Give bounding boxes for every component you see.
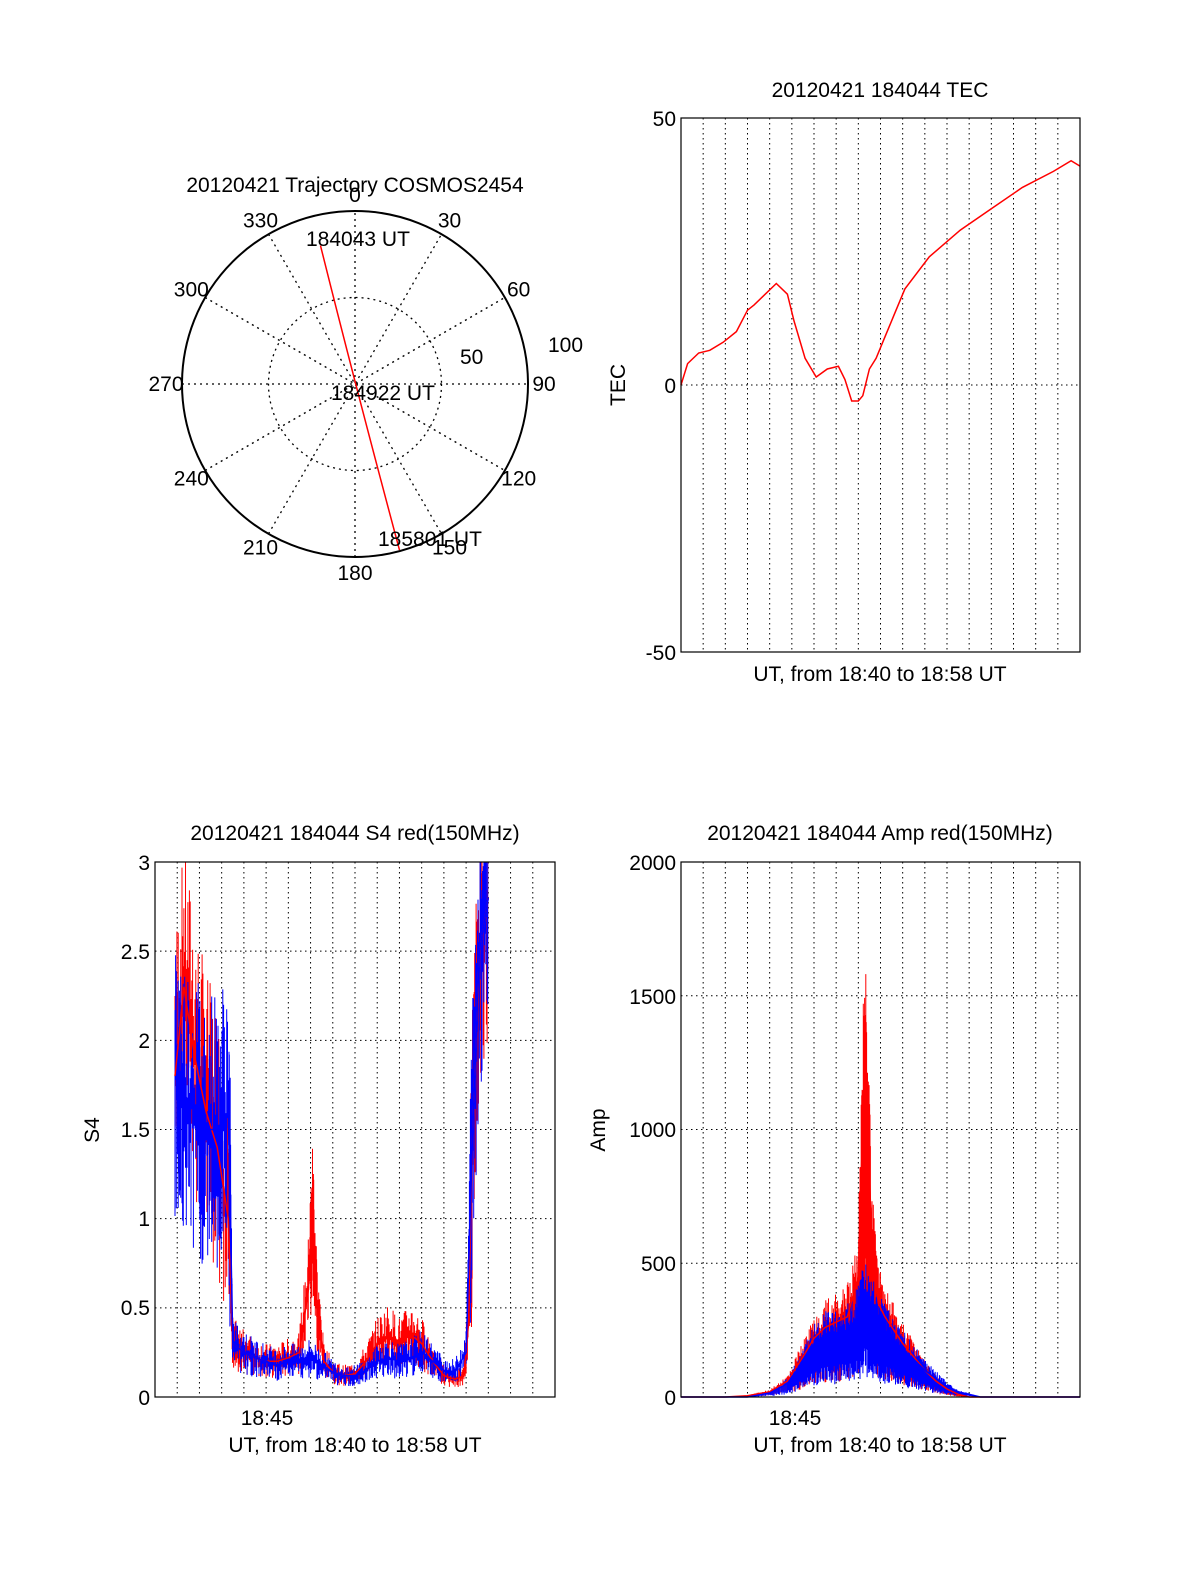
polar-angle-label: 270 [148,373,183,396]
tec-title: 20120421 184044 TEC [772,79,989,102]
polar-angle-label: 150 [432,537,467,560]
polar-grid [182,211,528,557]
s4-series-blue [174,897,490,1377]
tec-ylabel: TEC [607,364,630,406]
s4-xlabel: UT, from 18:40 to 18:58 UT [228,1434,481,1457]
tec-grid [681,118,1080,652]
tec-plot-frame [680,117,1081,653]
s4-plot-frame [154,861,556,1398]
polar-grid-spoke [204,296,506,472]
polar-angle-label: 210 [243,537,278,560]
s4-ylabel: S4 [81,1117,104,1143]
polar-angle-label: 120 [501,468,536,491]
tec-chart: 20120421 184044 TEC 50 0 -50 TEC UT, fro… [607,79,1081,686]
tec-ytick-minus50: -50 [646,642,676,665]
polar-grid-spoke [204,296,506,472]
s4-ytick-0: 0 [138,1387,150,1410]
tec-series-red [680,159,1081,402]
polar-trajectory-line [319,245,401,551]
s4-xtick-1845: 18:45 [241,1407,294,1430]
s4-ytick-3: 3 [138,852,150,875]
polar-angle-label: 30 [438,209,461,232]
amp-series-blue [681,1293,1080,1398]
tec-ytick-0: 0 [664,375,676,398]
s4-chart: 20120421 184044 S4 red(150MHz) 3 2.5 2 1… [81,822,556,1457]
polar-angle-label: 60 [507,279,530,302]
s4-ytick-2: 2 [138,1030,150,1053]
amp-ytick-500: 500 [641,1253,676,1276]
polar-angle-label: 330 [243,209,278,232]
amp-xtick-1845: 18:45 [769,1407,822,1430]
s4-series-red [174,897,490,1380]
polar-time-label-start: 184043 UT [306,228,410,251]
s4-ytick-2.5: 2.5 [121,941,150,964]
polar-grid-spoke [267,233,443,535]
amp-ytick-1000: 1000 [629,1119,676,1142]
polar-grid-spoke [267,233,443,535]
polar-title: 20120421 Trajectory COSMOS2454 [186,174,524,197]
polar-angle-label: 180 [337,562,372,585]
polar-time-label-mid: 184922 UT [331,382,435,405]
amp-noise [726,974,981,1397]
amp-ytick-2000: 2000 [629,852,676,875]
s4-ytick-1.5: 1.5 [121,1119,150,1142]
s4-title: 20120421 184044 S4 red(150MHz) [190,822,519,845]
s4-ytick-0.5: 0.5 [121,1297,150,1320]
amp-ylabel: Amp [587,1108,610,1151]
polar-angle-label: 0 [349,184,361,207]
amp-ytick-1500: 1500 [629,986,676,1009]
polar-radius-label-100: 100 [548,334,583,357]
polar-angle-label: 240 [174,468,209,491]
amp-plot-frame [680,861,1081,1398]
polar-chart: 20120421 Trajectory COSMOS2454 0 30 60 90 12… [148,174,583,585]
tec-xlabel: UT, from 18:40 to 18:58 UT [753,663,1006,686]
polar-angle-labels: 0 30 60 90 120 150 180 210 240 270 300 330 [148,184,555,585]
polar-radius-label-50: 50 [460,346,483,369]
polar-angle-label: 90 [532,373,555,396]
amp-series-red [681,1049,1080,1398]
polar-angle-label: 300 [174,279,209,302]
amp-ytick-0: 0 [664,1387,676,1410]
s4-ytick-1: 1 [138,1208,150,1231]
amp-chart: 20120421 184044 Amp red(150MHz) 2000 150… [587,822,1081,1457]
polar-outer-circle [181,210,529,558]
tec-ytick-50: 50 [653,108,676,131]
amp-title: 20120421 184044 Amp red(150MHz) [707,822,1053,845]
polar-time-label-end: 185801 UT [378,528,482,551]
amp-xlabel: UT, from 18:40 to 18:58 UT [753,1434,1006,1457]
